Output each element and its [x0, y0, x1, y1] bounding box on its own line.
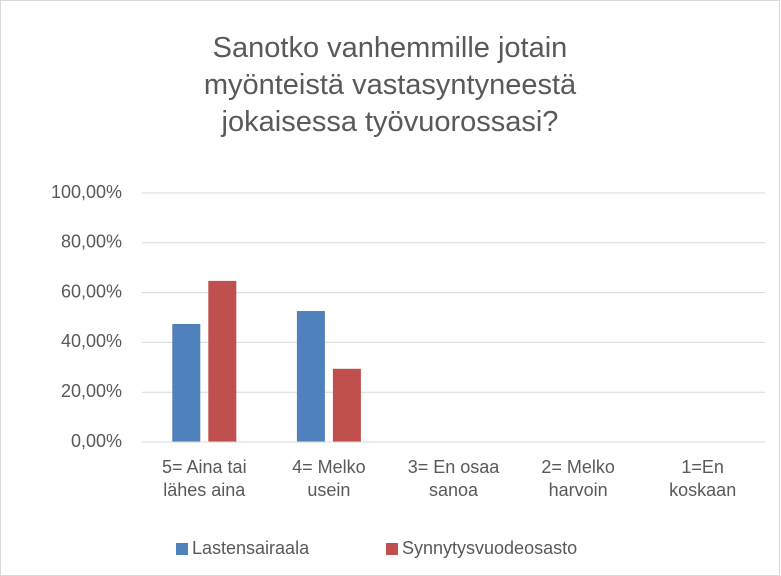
x-tick-label: 2= Melko harvoin: [541, 457, 615, 500]
legend-swatch: [176, 543, 188, 555]
y-tick-label: 60,00%: [61, 281, 122, 301]
bar: [208, 280, 237, 442]
y-tick-label: 20,00%: [61, 381, 122, 401]
x-tick-label: 4= Melko usein: [292, 457, 366, 500]
x-tick-label: 1=En koskaan: [669, 457, 737, 500]
chart-title: Sanotko vanhemmille jotain myönteistä va…: [203, 32, 577, 138]
bar: [332, 368, 361, 442]
legend-label: Lastensairaala: [192, 538, 310, 558]
legend-swatch: [386, 543, 398, 555]
bar: [296, 311, 325, 442]
y-tick-label: 100,00%: [51, 182, 122, 202]
x-tick-label: 5= Aina tai lähes aina: [162, 457, 247, 500]
x-tick-label: 3= En osaa sanoa: [407, 457, 500, 500]
y-tick-label: 0,00%: [71, 431, 122, 451]
y-tick-label: 80,00%: [61, 232, 122, 252]
y-tick-label: 40,00%: [61, 331, 122, 351]
legend-label: Synnytysvuodeosasto: [402, 538, 577, 558]
bar: [172, 323, 201, 442]
